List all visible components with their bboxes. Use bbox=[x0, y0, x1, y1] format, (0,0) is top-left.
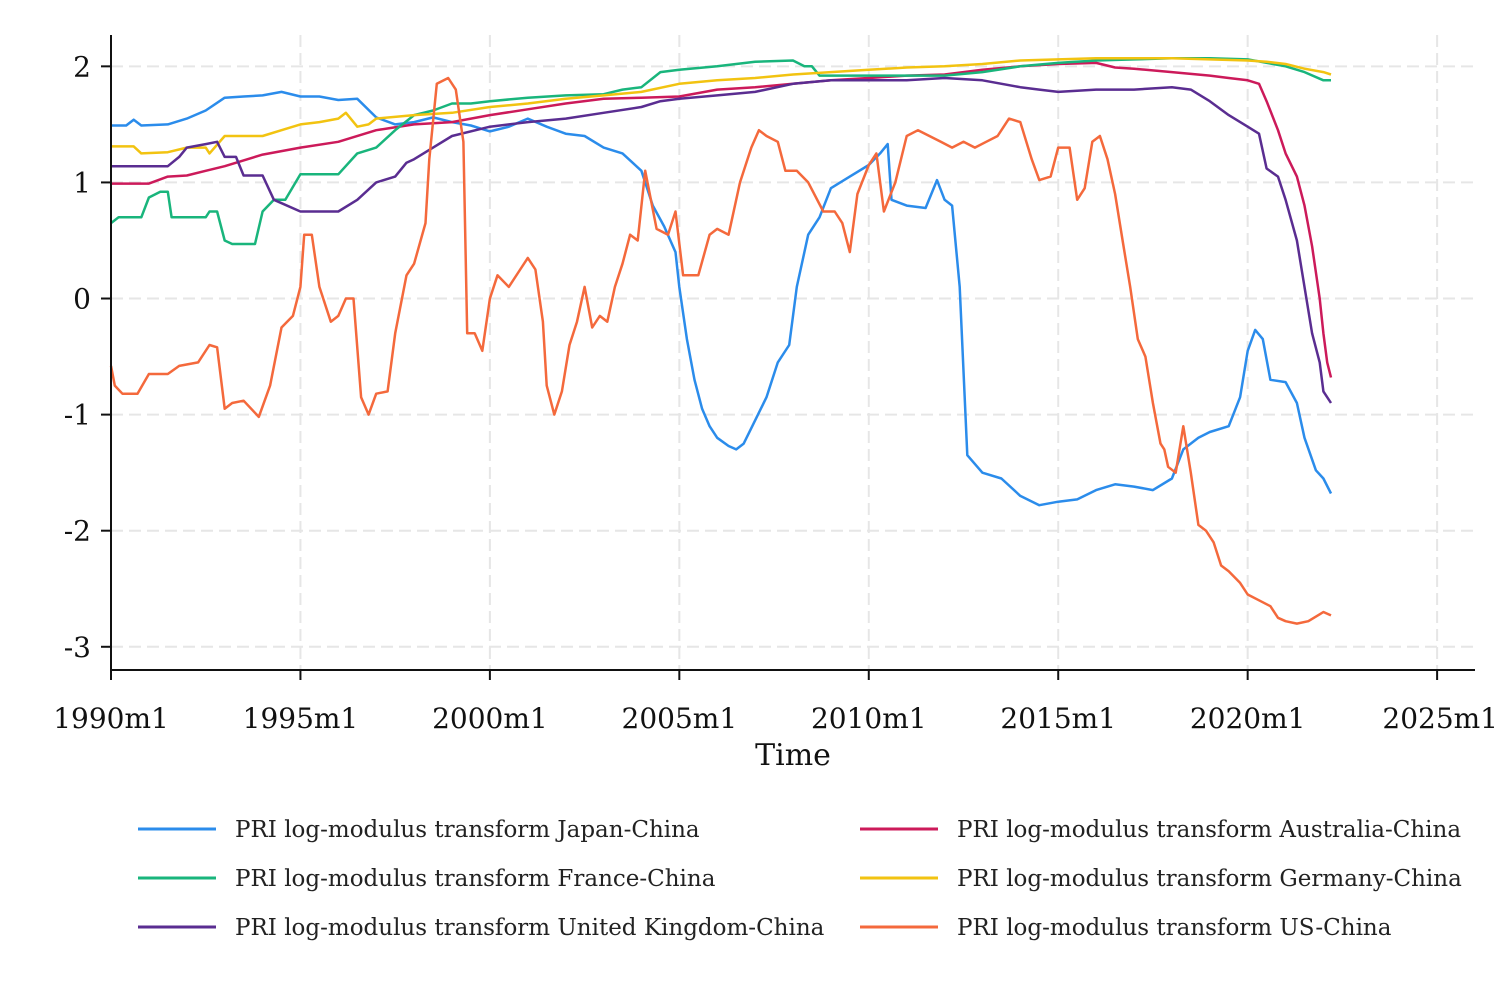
legend-label-2: PRI log-modulus transform France-China bbox=[235, 866, 716, 892]
legend: PRI log-modulus transform Japan-China PRI… bbox=[138, 817, 1462, 941]
x-tick-label: 2020m1 bbox=[1190, 702, 1306, 735]
y-tick-label: -2 bbox=[64, 515, 91, 548]
ticks: -3 -2 -1 0 1 2 1990m1 1995m1 2000m1 2005m1 2010m1 2… bbox=[53, 50, 1498, 735]
legend-label-1: PRI log-modulus transform Australia-Chin… bbox=[957, 817, 1461, 843]
x-tick-label: 1995m1 bbox=[243, 702, 359, 735]
grid bbox=[110, 35, 1475, 670]
y-tick-label: -1 bbox=[64, 399, 91, 432]
series-line-2 bbox=[110, 56, 1331, 246]
series-layer bbox=[109, 56, 1333, 625]
y-tick-label: 1 bbox=[73, 166, 91, 199]
x-tick-label: 2010m1 bbox=[811, 702, 927, 735]
series-line-5 bbox=[109, 76, 1332, 625]
x-tick-label: 2025m1 bbox=[1382, 702, 1498, 735]
axes bbox=[110, 35, 1475, 671]
legend-label-4: PRI log-modulus transform United Kingdom… bbox=[235, 915, 825, 941]
y-tick-label: -3 bbox=[64, 631, 91, 664]
y-tick-label: 0 bbox=[73, 283, 91, 316]
series-line-3 bbox=[111, 56, 1332, 155]
x-tick-label: 2000m1 bbox=[432, 702, 548, 735]
x-tick-label: 1990m1 bbox=[53, 702, 169, 735]
legend-label-0: PRI log-modulus transform Japan-China bbox=[235, 817, 700, 843]
y-tick-label: 2 bbox=[73, 50, 91, 83]
series-line-4 bbox=[111, 76, 1333, 404]
series-line-1 bbox=[111, 61, 1333, 378]
x-tick-label: 2005m1 bbox=[622, 702, 738, 735]
x-tick-label: 2015m1 bbox=[1000, 702, 1116, 735]
legend-label-3: PRI log-modulus transform Germany-China bbox=[957, 866, 1462, 892]
legend-label-5: PRI log-modulus transform US-China bbox=[957, 915, 1392, 941]
x-axis-title: Time bbox=[755, 738, 831, 773]
